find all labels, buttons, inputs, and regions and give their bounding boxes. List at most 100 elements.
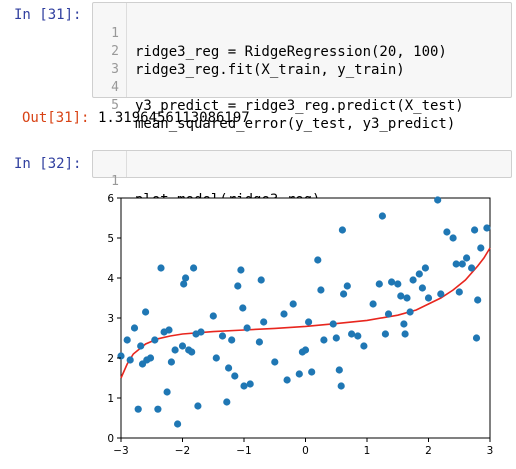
line-number: 3 — [111, 62, 119, 77]
x-axis-tick-label: 3 — [487, 445, 494, 457]
x-axis-tick-label: −1 — [236, 445, 251, 457]
scatter-point — [154, 405, 162, 413]
scatter-point — [397, 292, 405, 300]
out-prompt-31: Out[31]: — [22, 110, 90, 126]
scatter-point — [174, 420, 182, 428]
scatter-point — [375, 280, 383, 288]
scatter-point — [348, 330, 356, 338]
scatter-point — [212, 354, 220, 362]
scatter-point — [354, 332, 362, 340]
line-number-gutter — [126, 3, 127, 97]
code-line: 1 ridge3_reg = RidgeRegression(20, 100) — [93, 7, 447, 60]
scatter-point — [458, 260, 466, 268]
scatter-point — [421, 264, 429, 272]
scatter-point — [234, 282, 242, 290]
scatter-point — [340, 290, 348, 298]
code-cell-31[interactable]: 1 ridge3_reg = RidgeRegression(20, 100) … — [92, 2, 512, 132]
scatter-point — [378, 212, 386, 220]
scatter-point — [394, 280, 402, 288]
scatter-point — [190, 264, 198, 272]
scatter-point — [142, 308, 150, 316]
scatter-point — [240, 382, 248, 390]
scatter-point — [239, 304, 247, 312]
scatter-point — [471, 226, 479, 234]
code-cell-32[interactable]: 1 plot_model(ridge3_reg) — [92, 150, 512, 208]
scatter-point — [360, 342, 368, 350]
y-axis-tick-label: 4 — [107, 273, 114, 285]
scatter-point — [305, 318, 313, 326]
scatter-point — [257, 276, 265, 284]
scatter-point — [320, 336, 328, 344]
in-prompt-31: In [31]: — [14, 7, 82, 23]
scatter-point — [228, 336, 236, 344]
scatter-point — [117, 352, 125, 360]
scatter-point — [171, 346, 179, 354]
scatter-point — [167, 358, 175, 366]
scatter-point — [381, 330, 389, 338]
scatter-point — [218, 332, 227, 340]
scatter-point — [332, 334, 340, 342]
scatter-point — [178, 342, 187, 350]
in-prompt-32: In [32]: — [14, 156, 82, 172]
scatter-point — [280, 310, 288, 318]
scatter-point — [317, 286, 325, 294]
y-axis-tick-label: 2 — [107, 353, 114, 365]
scatter-point — [369, 300, 377, 308]
scatter-point — [165, 326, 173, 334]
scatter-point — [409, 276, 417, 284]
code-text: ridge3_reg.fit(X_train, y_train) — [135, 62, 405, 78]
scatter-point — [188, 348, 196, 356]
scatter-point — [483, 224, 491, 232]
scatter-point — [134, 405, 142, 413]
scatter-point — [384, 310, 393, 318]
scatter-point — [182, 274, 190, 282]
scatter-point — [283, 376, 291, 384]
scatter-point — [130, 324, 139, 332]
x-axis-tick-label: 1 — [364, 445, 371, 457]
scatter-point — [157, 264, 165, 272]
scatter-point — [260, 318, 268, 326]
scatter-point — [415, 270, 423, 278]
scatter-point — [437, 290, 445, 298]
y-axis-tick-label: 5 — [107, 233, 114, 245]
scatter-point — [335, 366, 343, 374]
y-axis-tick-label: 1 — [107, 393, 114, 405]
scatter-point — [338, 226, 346, 234]
scatter-point — [163, 388, 171, 396]
line-number: 1 — [111, 26, 119, 41]
scatter-point — [209, 312, 217, 320]
line-number-gutter — [126, 151, 127, 177]
scatter-point — [237, 266, 245, 274]
scatter-point — [151, 336, 159, 344]
scatter-point — [231, 372, 239, 380]
scatter-point — [443, 228, 451, 236]
scatter-point — [401, 330, 409, 338]
code-line: 5 mean_squared_error(y_test, y3_predict) — [93, 79, 455, 132]
scatter-point — [452, 260, 460, 268]
code-text: mean_squared_error(y_test, y3_predict) — [135, 116, 456, 132]
scatter-point — [137, 342, 145, 350]
scatter-point — [123, 336, 131, 344]
scatter-point — [289, 300, 297, 308]
plot-area-frame — [120, 197, 491, 439]
scatter-point — [474, 296, 482, 304]
scatter-point — [243, 324, 251, 332]
line-number: 2 — [111, 44, 119, 59]
scatter-point — [146, 354, 155, 362]
x-axis-tick-label: −2 — [175, 445, 190, 457]
scatter-point — [255, 338, 263, 346]
y-axis-tick-label: 3 — [107, 313, 114, 325]
scatter-point — [271, 358, 279, 366]
scatter-point — [455, 288, 463, 296]
code-line: 4 y3_predict = ridge3_reg.predict(X_test… — [93, 61, 464, 114]
line-number: 1 — [111, 174, 119, 189]
scatter-point — [403, 294, 411, 302]
scatter-point — [400, 320, 408, 328]
scatter-point — [343, 282, 351, 290]
scatter-point — [180, 280, 188, 288]
x-axis-tick-label: −3 — [113, 445, 128, 457]
scatter-point — [468, 264, 476, 272]
code-line: 1 plot_model(ridge3_reg) — [93, 155, 320, 208]
scatter-point — [308, 368, 316, 376]
scatter-point — [246, 380, 254, 388]
